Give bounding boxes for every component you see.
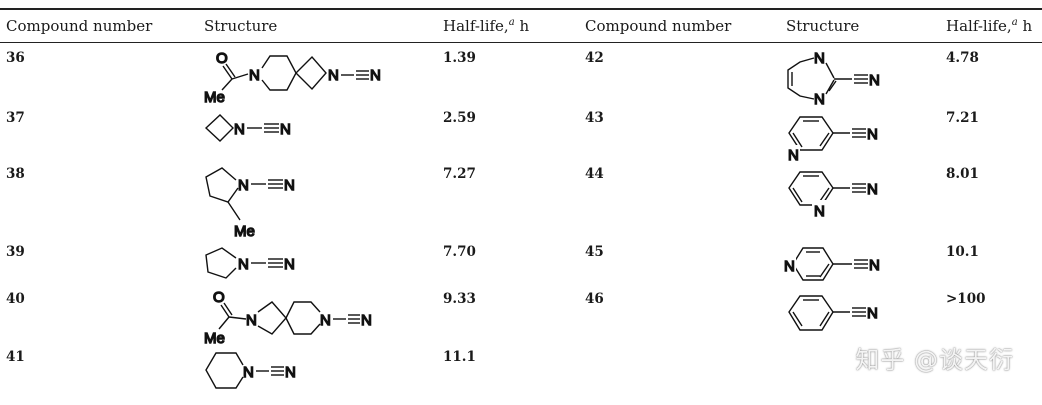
svg-text:O: O (213, 289, 225, 306)
compound-number: 43 (585, 110, 604, 126)
svg-text:N: N (361, 312, 372, 329)
svg-text:N: N (869, 72, 880, 89)
svg-text:N: N (370, 67, 381, 84)
structure-38: N Me N (205, 167, 296, 241)
svg-text:Me: Me (204, 330, 225, 347)
compound-number: 46 (585, 291, 604, 307)
header-rule (0, 42, 1042, 43)
compound-number: 39 (6, 244, 25, 260)
svg-text:N: N (784, 258, 795, 275)
half-life-value: 2.59 (443, 110, 476, 126)
half-life-value: >100 (946, 291, 986, 307)
compound-number: 45 (585, 244, 604, 260)
svg-text:N: N (284, 256, 295, 273)
compound-number: 42 (585, 50, 604, 66)
header-compound-number: Compound number (6, 17, 153, 35)
structure-40: O Me N N N (203, 288, 372, 347)
structure-44: N N (788, 171, 879, 221)
compound-number: 40 (6, 291, 25, 307)
svg-text:N: N (867, 126, 878, 143)
structure-37: N N (204, 114, 292, 142)
compound-number: 41 (6, 349, 25, 365)
svg-text:N: N (867, 305, 878, 322)
header-structure-right: Structure (786, 17, 860, 35)
svg-text:N: N (788, 147, 799, 164)
header-compound-number-right: Compound number (585, 17, 732, 35)
svg-text:N: N (285, 364, 296, 381)
svg-text:N: N (814, 203, 825, 220)
half-life-value: 8.01 (946, 166, 979, 182)
structure-39: N N (205, 247, 296, 279)
compound-number: 38 (6, 166, 25, 182)
svg-text:N: N (234, 121, 245, 138)
svg-text:N: N (814, 50, 825, 67)
header-half-life-right: Half-life,a h (946, 17, 1033, 35)
half-life-value: 4.78 (946, 50, 979, 66)
compound-number: 44 (585, 166, 604, 182)
svg-text:N: N (867, 181, 878, 198)
svg-text:N: N (238, 177, 249, 194)
half-life-value: 7.21 (946, 110, 979, 126)
svg-text:N: N (869, 257, 880, 274)
compound-number: 37 (6, 110, 25, 126)
structure-43: N N (786, 116, 879, 165)
header-half-life: Half-life,a h (443, 17, 530, 35)
svg-text:N: N (246, 312, 257, 329)
structure-46: N (788, 295, 879, 331)
svg-text:N: N (284, 177, 295, 194)
structure-42: N N N (787, 49, 881, 109)
half-life-value: 11.1 (443, 349, 476, 365)
structure-36: O Me N N N (203, 49, 381, 106)
svg-text:N: N (243, 364, 254, 381)
svg-text:Me: Me (204, 89, 225, 106)
svg-text:O: O (216, 50, 228, 67)
half-life-value: 1.39 (443, 50, 476, 66)
svg-text:N: N (249, 67, 260, 84)
svg-text:N: N (280, 121, 291, 138)
half-life-value: 7.70 (443, 244, 476, 260)
structure-45: N N (782, 247, 881, 281)
structure-41: N N (205, 352, 297, 389)
svg-text:N: N (328, 67, 339, 84)
compound-number: 36 (6, 50, 25, 66)
svg-text:N: N (320, 312, 331, 329)
half-life-value: 10.1 (946, 244, 979, 260)
svg-text:Me: Me (234, 223, 255, 240)
svg-text:N: N (814, 91, 825, 108)
half-life-value: 9.33 (443, 291, 476, 307)
half-life-value: 7.27 (443, 166, 476, 182)
header-structure: Structure (204, 17, 278, 35)
watermark: 知乎 @谈天衍 (855, 346, 1014, 374)
svg-text:N: N (238, 256, 249, 273)
top-rule (0, 8, 1042, 10)
